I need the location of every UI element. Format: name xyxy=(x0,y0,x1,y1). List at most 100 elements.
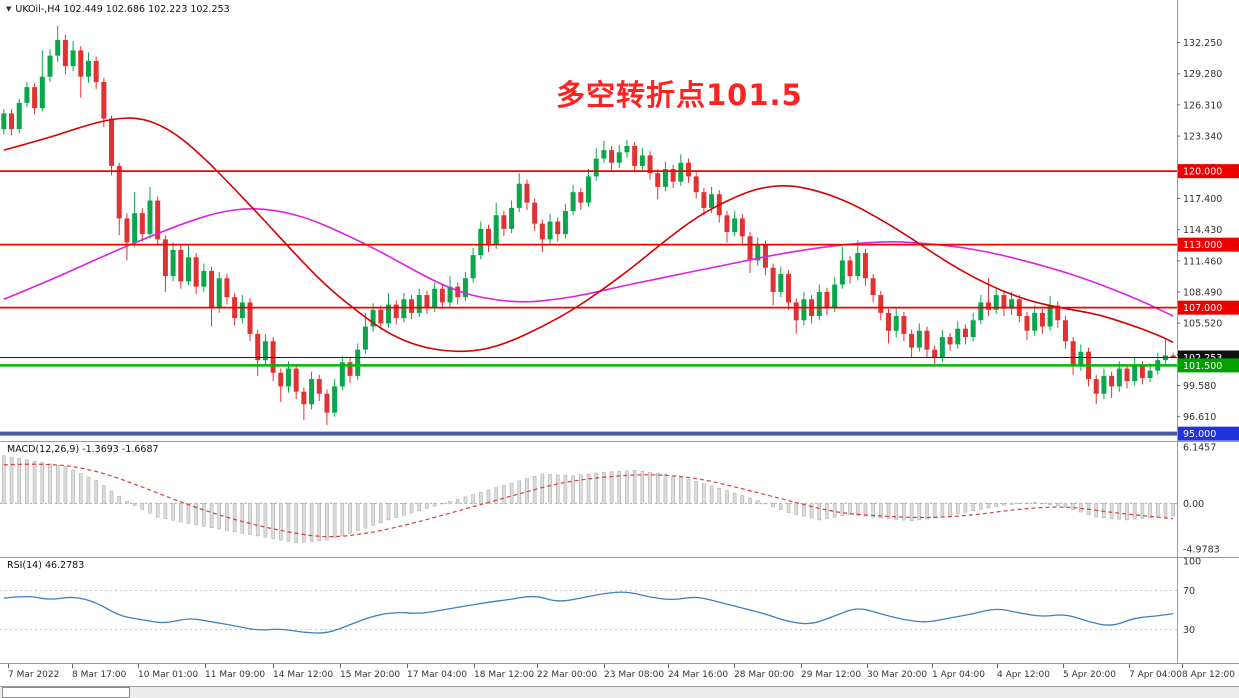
macd-indicator-panel[interactable]: 6.1457 0.00 -4.9783 xyxy=(0,441,1239,557)
ma-fast-line xyxy=(3,117,1174,353)
macd-histogram-bar xyxy=(717,487,722,504)
time-tick xyxy=(8,664,9,668)
price-axis-label: 132.250 xyxy=(1183,38,1222,49)
price-axis-label: 96.610 xyxy=(1183,412,1216,423)
candle xyxy=(147,186,153,239)
candle xyxy=(339,355,345,391)
macd-histogram-bar xyxy=(1171,503,1175,517)
macd-histogram-bar xyxy=(1140,503,1145,519)
candle xyxy=(816,284,822,321)
macd-histogram-bar xyxy=(1055,503,1060,507)
chart-annotation-text: 多空转折点101.5 xyxy=(556,78,803,112)
macd-histogram-bar xyxy=(332,503,337,539)
macd-histogram-bar xyxy=(848,503,852,515)
rsi-indicator-panel[interactable]: 100 70 30 xyxy=(0,557,1239,663)
macd-histogram-bar xyxy=(17,458,22,504)
macd-histogram-bar xyxy=(394,503,398,518)
macd-histogram-bar xyxy=(109,490,114,504)
macd-histogram-bar xyxy=(209,503,214,528)
macd-histogram-bar xyxy=(371,503,375,526)
candle xyxy=(262,333,268,367)
main-price-chart[interactable]: 132.250129.280126.310123.340120.370117.4… xyxy=(0,0,1239,441)
candle xyxy=(9,109,15,136)
candle xyxy=(924,326,930,357)
chevron-down-icon[interactable]: ▼ xyxy=(6,5,12,13)
candle xyxy=(55,25,61,62)
time-tick xyxy=(1129,664,1130,668)
price-axis-label: 99.580 xyxy=(1183,381,1216,392)
chart-tab[interactable] xyxy=(2,687,130,698)
macd-histogram-bar xyxy=(463,496,468,504)
macd-histogram-bar xyxy=(909,503,914,522)
macd-histogram-bar xyxy=(702,483,706,504)
macd-histogram-bar xyxy=(117,495,122,504)
rsi-axis-label: 100 xyxy=(1183,557,1201,568)
candle xyxy=(1009,291,1015,315)
candle xyxy=(862,248,868,286)
candle xyxy=(647,151,653,180)
macd-histogram-bar xyxy=(517,480,522,504)
price-axis-label: 126.310 xyxy=(1183,100,1222,111)
time-axis-label: 10 Mar 01:00 xyxy=(138,670,199,680)
candle xyxy=(85,52,91,83)
symbol-info: ▼ UKOil-,H4 102.449 102.686 102.223 102.2… xyxy=(6,4,230,15)
macd-axis-label: 0.00 xyxy=(1183,499,1204,510)
candle xyxy=(562,203,568,239)
candle xyxy=(485,224,491,252)
candle xyxy=(493,202,499,249)
time-axis-label: 4 Apr 12:00 xyxy=(997,670,1050,680)
candle xyxy=(886,308,892,344)
macd-histogram-bar xyxy=(55,464,60,504)
macd-histogram-bar xyxy=(348,503,352,534)
macd-histogram-bar xyxy=(417,503,422,511)
time-axis-label: 7 Apr 04:00 xyxy=(1129,670,1182,680)
macd-histogram-bar xyxy=(1048,503,1052,506)
macd-histogram-bar xyxy=(432,503,437,507)
macd-histogram-bar xyxy=(494,487,498,504)
time-tick xyxy=(138,664,139,668)
macd-histogram-bar xyxy=(763,503,768,505)
time-axis-label: 14 Mar 12:00 xyxy=(273,670,334,680)
candle xyxy=(62,34,68,75)
macd-histogram-bar xyxy=(694,481,698,504)
candle xyxy=(209,266,215,327)
candle xyxy=(78,46,84,98)
macd-histogram-bar xyxy=(271,503,275,539)
candle xyxy=(855,240,861,281)
time-tick xyxy=(668,664,669,668)
macd-histogram-bar xyxy=(855,503,860,516)
macd-histogram-bar xyxy=(1002,503,1006,506)
macd-histogram-bar xyxy=(1155,503,1160,518)
candle xyxy=(609,145,615,171)
macd-histogram-bar xyxy=(825,503,829,519)
candle xyxy=(1032,305,1038,336)
macd-histogram-bar xyxy=(932,503,937,519)
macd-histogram-bar xyxy=(386,503,391,521)
macd-histogram-bar xyxy=(248,503,252,535)
candle xyxy=(701,187,707,216)
price-badge: 107.000 xyxy=(1178,300,1239,315)
macd-histogram-bar xyxy=(317,503,322,542)
time-axis[interactable]: 7 Mar 2022 8 Mar 17:00 10 Mar 01:00 11 Mar … xyxy=(0,663,1239,687)
macd-histogram-bar xyxy=(294,503,298,544)
macd-histogram-bar xyxy=(71,469,75,504)
macd-histogram-bar xyxy=(548,474,552,504)
macd-histogram-bar xyxy=(486,489,491,504)
macd-histogram-bar xyxy=(240,503,245,534)
macd-histogram-bar xyxy=(48,463,52,504)
candle xyxy=(1001,290,1007,317)
candle xyxy=(847,256,853,284)
candle xyxy=(178,245,184,289)
candle xyxy=(893,308,899,338)
candle xyxy=(116,162,122,236)
candle xyxy=(155,196,161,246)
candle xyxy=(301,387,307,420)
candle xyxy=(555,217,561,242)
candle xyxy=(1109,371,1115,398)
candle xyxy=(778,266,784,298)
candle xyxy=(586,169,591,207)
candle xyxy=(1093,374,1099,405)
macd-histogram-bar xyxy=(1009,503,1014,505)
macd-histogram-bar xyxy=(40,462,45,504)
time-axis-label: 23 Mar 08:00 xyxy=(604,670,665,680)
